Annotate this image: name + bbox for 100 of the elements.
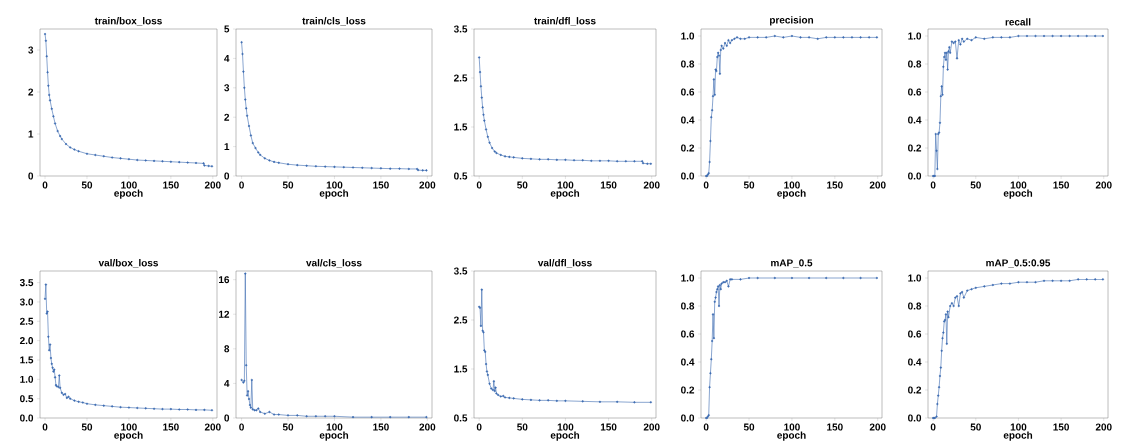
y-tick-label: 1.0: [908, 32, 922, 40]
x-tick-label: 50: [970, 181, 981, 189]
x-tick-label: 0: [930, 423, 936, 431]
y-tick-label: 3.5: [19, 279, 34, 287]
y-tick-label: 4: [224, 379, 230, 387]
x-tick-label: 50: [81, 181, 93, 189]
x-tick-label: 0: [476, 423, 482, 431]
x-tick-label: 150: [373, 423, 389, 431]
x-tick-label: 100: [784, 181, 800, 189]
y-tick-label: 3.5: [453, 267, 468, 275]
y-tick-label: 2: [224, 113, 230, 121]
y-tick-label: 0.2: [681, 386, 695, 394]
chart-title: mAP_0.5:0.95: [986, 259, 1051, 268]
y-tick-label: 0.8: [908, 60, 922, 68]
x-tick-label: 50: [282, 423, 294, 431]
y-tick-label: 1.0: [20, 375, 34, 383]
y-tick-label: 0: [28, 172, 34, 180]
chart-title: val/box_loss: [98, 259, 158, 268]
x-tick-label: 150: [600, 181, 617, 189]
chart-title: val/cls_loss: [306, 259, 362, 268]
chart-title: recall: [1005, 18, 1031, 26]
chart-title: train/box_loss: [94, 17, 162, 26]
x-axis-title: epoch: [550, 189, 580, 199]
x-tick-label: 100: [784, 423, 800, 431]
y-tick-label: 0.2: [681, 144, 695, 152]
x-tick-label: 150: [1053, 423, 1069, 431]
y-tick-label: 8: [224, 345, 230, 353]
x-tick-label: 0: [703, 423, 709, 431]
y-tick-label: 0: [224, 172, 230, 180]
x-tick-label: 200: [419, 181, 436, 189]
x-tick-label: 150: [373, 181, 389, 189]
x-tick-label: 100: [557, 181, 574, 189]
x-tick-label: 100: [1010, 181, 1027, 189]
y-tick-label: 0.4: [908, 116, 922, 124]
x-tick-label: 200: [204, 423, 221, 431]
x-axis-title: epoch: [319, 431, 349, 441]
x-axis-title: epoch: [550, 431, 580, 441]
y-tick-label: 1: [28, 130, 34, 138]
y-tick-label: 0.8: [908, 302, 922, 310]
x-tick-label: 50: [517, 181, 528, 189]
y-tick-label: 1: [224, 143, 230, 151]
x-tick-label: 50: [517, 423, 528, 431]
x-axis-title: epoch: [1003, 431, 1033, 441]
y-tick-label: 0.0: [681, 172, 695, 180]
y-tick-label: 4: [224, 54, 230, 62]
chart-title: train/cls_loss: [302, 17, 366, 26]
y-tick-label: 0.4: [908, 358, 922, 366]
x-tick-label: 50: [282, 181, 294, 189]
x-axis-title: epoch: [777, 431, 806, 441]
y-tick-label: 1.5: [20, 356, 34, 364]
y-tick-label: 3.5: [453, 25, 468, 33]
y-tick-label: 1.0: [908, 274, 922, 282]
x-tick-label: 50: [81, 423, 93, 431]
y-tick-label: 0.6: [908, 88, 922, 96]
y-tick-label: 0.2: [908, 144, 922, 152]
x-tick-label: 200: [1095, 423, 1112, 431]
x-tick-label: 0: [239, 181, 244, 189]
y-tick-label: 1.5: [454, 123, 468, 131]
y-tick-label: 0.6: [681, 330, 695, 338]
x-tick-label: 150: [163, 423, 179, 431]
y-tick-label: 0.8: [681, 302, 695, 310]
y-tick-label: 1.5: [454, 365, 468, 373]
x-tick-label: 150: [1053, 181, 1069, 189]
x-tick-label: 100: [326, 423, 343, 431]
x-axis-title: epoch: [319, 189, 349, 199]
x-tick-label: 100: [326, 181, 343, 189]
y-tick-label: 2: [28, 88, 34, 96]
x-tick-label: 0: [239, 423, 244, 431]
y-tick-label: 0.6: [681, 88, 695, 96]
y-tick-label: 0.0: [908, 414, 922, 422]
x-tick-label: 150: [827, 423, 843, 431]
y-tick-label: 0.0: [681, 414, 695, 422]
y-tick-label: 3.0: [19, 298, 34, 306]
x-tick-label: 100: [1010, 423, 1027, 431]
y-tick-label: 0.4: [681, 116, 695, 124]
x-axis-title: epoch: [114, 431, 143, 441]
y-tick-label: 2.5: [453, 74, 468, 82]
x-axis-title: epoch: [777, 189, 806, 199]
y-tick-label: 3: [28, 46, 34, 54]
y-tick-label: 5: [224, 25, 230, 33]
y-tick-label: 0.0: [20, 414, 34, 422]
y-tick-label: 1.0: [681, 32, 695, 40]
y-tick-label: 2.5: [453, 316, 468, 324]
y-tick-label: 0: [224, 414, 230, 422]
x-tick-label: 50: [743, 423, 755, 431]
y-tick-label: 2.5: [19, 317, 34, 325]
chart-title: mAP_0.5: [771, 259, 813, 268]
y-tick-label: 3: [224, 84, 230, 92]
y-tick-label: 0.6: [908, 330, 922, 338]
chart-title: train/dfl_loss: [534, 17, 596, 26]
x-tick-label: 100: [121, 423, 137, 431]
chart-title: val/dfl_loss: [537, 259, 592, 268]
y-tick-label: 2.0: [19, 337, 34, 345]
y-tick-label: 0.5: [20, 395, 34, 403]
x-tick-label: 100: [557, 423, 574, 431]
x-tick-label: 0: [930, 181, 936, 189]
x-tick-label: 150: [600, 423, 617, 431]
x-tick-label: 0: [476, 181, 482, 189]
x-tick-label: 50: [743, 181, 755, 189]
x-tick-label: 200: [419, 423, 436, 431]
